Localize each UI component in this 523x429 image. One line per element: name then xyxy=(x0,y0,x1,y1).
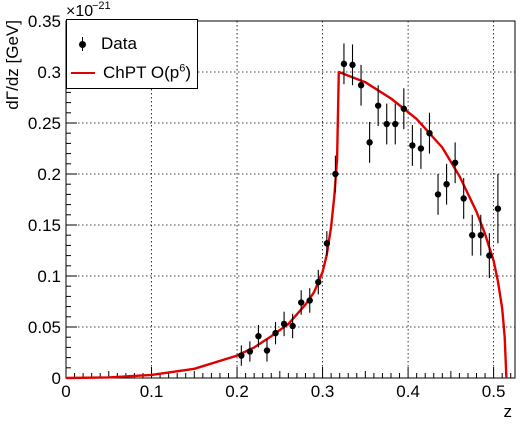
plot-frame xyxy=(65,20,516,379)
data-marker xyxy=(494,205,502,212)
data-marker xyxy=(469,232,476,239)
data-marker xyxy=(280,320,288,328)
data-marker xyxy=(349,61,356,69)
data-marker xyxy=(417,145,425,152)
data-marker xyxy=(366,139,373,146)
data-marker xyxy=(357,82,365,89)
data-marker xyxy=(255,332,262,340)
data-point xyxy=(289,313,296,339)
series-layer xyxy=(65,43,508,380)
data-point xyxy=(486,233,493,279)
data-marker xyxy=(246,348,254,355)
x-tick-label: 0.4 xyxy=(396,382,420,401)
data-point xyxy=(315,269,322,295)
data-marker xyxy=(297,299,305,306)
data-point xyxy=(417,128,425,169)
y-tick-label: 0.15 xyxy=(28,216,61,235)
data-point xyxy=(383,103,390,145)
y-exponent-label: ×10 xyxy=(66,3,93,20)
data-point xyxy=(477,214,484,256)
data-point xyxy=(460,178,467,219)
data-marker xyxy=(263,347,271,354)
data-point xyxy=(297,290,305,315)
x-tick-label: 0.1 xyxy=(140,382,164,401)
data-point xyxy=(357,64,365,106)
legend-item-chpt: ChPT O(p6) xyxy=(71,63,191,83)
data-marker xyxy=(434,191,442,198)
data-marker xyxy=(426,130,433,137)
data-marker xyxy=(409,142,416,149)
data-marker xyxy=(289,322,296,330)
x-tick-label: 0.2 xyxy=(225,382,249,401)
y-tick-label: 0.35 xyxy=(28,12,61,31)
data-point xyxy=(400,88,408,130)
data-point xyxy=(280,311,288,337)
labels: 0 0.1 0.2 0.3 0.4 0.5 0 0.05 0.1 0.15 0.2 0.25 0.3 0.… xyxy=(3,0,512,421)
data-marker xyxy=(238,352,245,359)
data-point xyxy=(255,324,262,348)
y-tick-label: 0.25 xyxy=(28,114,61,133)
data-point xyxy=(494,174,502,244)
data-point xyxy=(469,214,476,256)
y-axis-label: dΓ/dz [GeV] xyxy=(3,20,22,110)
legend-item-data: Data xyxy=(73,34,137,54)
legend-label-data: Data xyxy=(101,34,137,53)
y-tick-label: 0.2 xyxy=(37,165,61,184)
y-tick-label: 0.3 xyxy=(37,63,61,82)
data-marker xyxy=(374,102,382,109)
data-marker xyxy=(315,278,322,286)
data-point xyxy=(272,321,279,345)
legend-label-chpt-suffix: ) xyxy=(185,63,192,82)
data-point xyxy=(246,341,254,362)
data-point xyxy=(238,345,245,366)
data-marker xyxy=(323,240,331,247)
data-marker xyxy=(383,120,390,128)
data-marker xyxy=(272,329,279,337)
x-axis-label: z xyxy=(504,402,513,421)
data-marker xyxy=(400,105,408,112)
data-marker xyxy=(332,170,339,178)
data-point xyxy=(332,155,339,193)
data-marker xyxy=(451,159,459,166)
y-exponent-power: −21 xyxy=(92,0,111,12)
legend: Data ChPT O(p6) xyxy=(66,19,198,89)
legend-label-chpt-main: ChPT O(p xyxy=(103,63,180,82)
x-tick-label: 0 xyxy=(61,382,70,401)
data-point xyxy=(306,288,313,313)
data-marker xyxy=(392,120,399,128)
data-point xyxy=(434,174,442,215)
legend-label-chpt: ChPT O(p6) xyxy=(103,63,191,83)
data-point xyxy=(263,339,271,362)
data-point xyxy=(349,44,356,86)
data-point xyxy=(323,231,331,256)
data-marker xyxy=(340,60,348,68)
data-point xyxy=(366,121,373,163)
data-marker xyxy=(460,195,467,202)
legend-marker-data xyxy=(73,37,93,51)
y-tick-label: 0 xyxy=(52,369,61,388)
data-marker xyxy=(443,181,450,188)
data-point xyxy=(443,163,450,205)
data-marker xyxy=(486,252,493,259)
legend-label-chpt-sup: 6 xyxy=(179,62,186,75)
y-tick-label: 0.05 xyxy=(28,318,61,337)
data-point xyxy=(374,85,382,127)
x-tick-label: 0.3 xyxy=(311,382,335,401)
data-point xyxy=(451,142,459,184)
data-point xyxy=(409,125,416,166)
data-point xyxy=(426,112,433,154)
y-tick-label: 0.1 xyxy=(37,267,61,286)
legend-line-chpt xyxy=(71,71,95,75)
data-point xyxy=(340,43,348,85)
x-tick-label: 0.5 xyxy=(482,382,506,401)
data-marker xyxy=(306,297,313,304)
data-marker xyxy=(477,232,484,239)
data-point xyxy=(392,103,399,145)
